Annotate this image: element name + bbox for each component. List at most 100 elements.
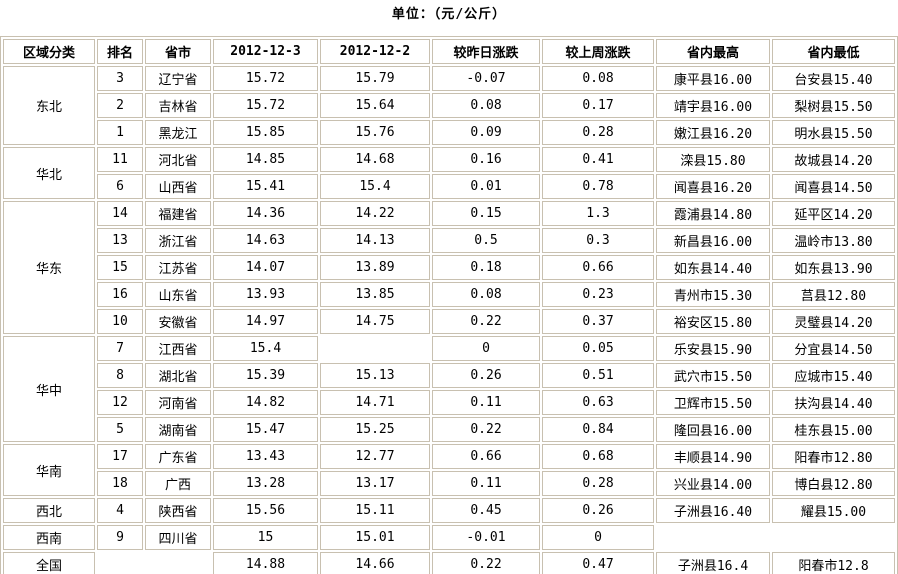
province-high-cell: 闻喜县16.20 — [656, 174, 770, 199]
day-change-cell: 0.16 — [432, 147, 540, 172]
week-change-cell: 0.26 — [542, 498, 654, 523]
table-row: 全国 14.88 14.66 0.22 0.47 子洲县16.4 阳春市12.8 — [3, 552, 895, 574]
region-cell: 东北 — [3, 66, 95, 145]
province-high-cell: 青州市15.30 — [656, 282, 770, 307]
rank-cell: 15 — [97, 255, 143, 280]
rank-cell: 17 — [97, 444, 143, 469]
province-cell: 江苏省 — [145, 255, 211, 280]
day-change-cell: 0.15 — [432, 201, 540, 226]
province-low-cell: 分宜县14.50 — [772, 336, 895, 361]
province-low-cell: 温岭市13.80 — [772, 228, 895, 253]
week-change-cell: 0.84 — [542, 417, 654, 442]
province-low-cell: 灵璧县14.20 — [772, 309, 895, 334]
column-header: 较上周涨跌 — [542, 39, 654, 64]
price-cell-current: 14.88 — [213, 552, 318, 574]
province-cell: 山西省 — [145, 174, 211, 199]
province-low-cell: 故城县14.20 — [772, 147, 895, 172]
price-cell-current: 14.36 — [213, 201, 318, 226]
week-change-cell: 0.23 — [542, 282, 654, 307]
price-cell-previous: 14.22 — [320, 201, 430, 226]
province-cell: 河南省 — [145, 390, 211, 415]
week-change-cell: 0.47 — [542, 552, 654, 574]
province-low-cell: 莒县12.80 — [772, 282, 895, 307]
price-cell-current: 15.72 — [213, 66, 318, 91]
province-high-cell: 如东县14.40 — [656, 255, 770, 280]
province-high-cell: 霞浦县14.80 — [656, 201, 770, 226]
header-row: 区域分类 排名 省市 2012-12-3 2012-12-2 较昨日涨跌 较上周涨跌 省内最高… — [3, 39, 895, 64]
week-change-cell: 1.3 — [542, 201, 654, 226]
rank-cell: 9 — [97, 525, 143, 550]
week-change-cell: 0.78 — [542, 174, 654, 199]
province-cell: 广东省 — [145, 444, 211, 469]
rank-cell: 12 — [97, 390, 143, 415]
column-header: 省市 — [145, 39, 211, 64]
week-change-cell: 0.3 — [542, 228, 654, 253]
province-high-cell: 兴业县14.00 — [656, 471, 770, 496]
price-cell-current: 15.39 — [213, 363, 318, 388]
table-row: 16 山东省 13.93 13.85 0.08 0.23 青州市15.30 莒县12.80 — [3, 282, 895, 307]
rank-cell: 6 — [97, 174, 143, 199]
rank-cell: 1 — [97, 120, 143, 145]
price-cell-current: 13.93 — [213, 282, 318, 307]
price-cell-current: 13.28 — [213, 471, 318, 496]
region-cell: 华南 — [3, 444, 95, 496]
week-change-cell: 0.28 — [542, 120, 654, 145]
week-change-cell: 0.08 — [542, 66, 654, 91]
week-change-cell: 0.41 — [542, 147, 654, 172]
column-header: 2012-12-3 — [213, 39, 318, 64]
rank-cell: 4 — [97, 498, 143, 523]
province-cell: 湖北省 — [145, 363, 211, 388]
rank-cell: 2 — [97, 93, 143, 118]
day-change-cell: 0.09 — [432, 120, 540, 145]
price-cell-previous: 15.4 — [320, 174, 430, 199]
price-cell-current: 15.56 — [213, 498, 318, 523]
price-cell-current: 15.72 — [213, 93, 318, 118]
province-low-cell: 扶沟县14.40 — [772, 390, 895, 415]
province-high-cell: 子洲县16.4 — [656, 552, 770, 574]
price-cell-current: 15.85 — [213, 120, 318, 145]
province-cell: 黑龙江 — [145, 120, 211, 145]
price-cell-current: 15 — [213, 525, 318, 550]
province-low-cell: 博白县12.80 — [772, 471, 895, 496]
region-cell: 华东 — [3, 201, 95, 334]
province-cell: 四川省 — [145, 525, 211, 550]
week-change-cell: 0.05 — [542, 336, 654, 361]
province-cell: 陕西省 — [145, 498, 211, 523]
week-change-cell: 0.37 — [542, 309, 654, 334]
price-cell-previous: 15.76 — [320, 120, 430, 145]
day-change-cell: 0.22 — [432, 309, 540, 334]
table-row: 8 湖北省 15.39 15.13 0.26 0.51 武穴市15.50 应城市15.40 — [3, 363, 895, 388]
day-change-cell: 0.45 — [432, 498, 540, 523]
week-change-cell: 0.63 — [542, 390, 654, 415]
column-header: 排名 — [97, 39, 143, 64]
rank-cell: 3 — [97, 66, 143, 91]
table-row: 西北 4 陕西省 15.56 15.11 0.45 0.26 子洲县16.40 耀县15.00 — [3, 498, 895, 523]
province-high-cell: 武穴市15.50 — [656, 363, 770, 388]
province-low-cell — [772, 525, 895, 550]
week-change-cell: 0 — [542, 525, 654, 550]
table-row: 12 河南省 14.82 14.71 0.11 0.63 卫辉市15.50 扶沟县14.40 — [3, 390, 895, 415]
column-header: 区域分类 — [3, 39, 95, 64]
blank-cell — [97, 552, 211, 574]
price-cell-current: 14.85 — [213, 147, 318, 172]
province-high-cell — [656, 525, 770, 550]
price-cell-previous: 12.77 — [320, 444, 430, 469]
province-high-cell: 卫辉市15.50 — [656, 390, 770, 415]
rank-cell: 18 — [97, 471, 143, 496]
province-high-cell: 裕安区15.80 — [656, 309, 770, 334]
table-body: 东北 3 辽宁省 15.72 15.79 -0.07 0.08 康平县16.00 台安县15.4… — [3, 66, 895, 574]
price-cell-current: 14.63 — [213, 228, 318, 253]
rank-cell: 5 — [97, 417, 143, 442]
price-cell-previous: 13.85 — [320, 282, 430, 307]
table-row: 6 山西省 15.41 15.4 0.01 0.78 闻喜县16.20 闻喜县14.50 — [3, 174, 895, 199]
week-change-cell: 0.68 — [542, 444, 654, 469]
price-cell-previous: 15.11 — [320, 498, 430, 523]
price-cell-current: 14.07 — [213, 255, 318, 280]
province-cell: 吉林省 — [145, 93, 211, 118]
rank-cell: 8 — [97, 363, 143, 388]
day-change-cell: 0.22 — [432, 417, 540, 442]
province-low-cell: 延平区14.20 — [772, 201, 895, 226]
province-low-cell: 如东县13.90 — [772, 255, 895, 280]
province-high-cell: 嫩江县16.20 — [656, 120, 770, 145]
